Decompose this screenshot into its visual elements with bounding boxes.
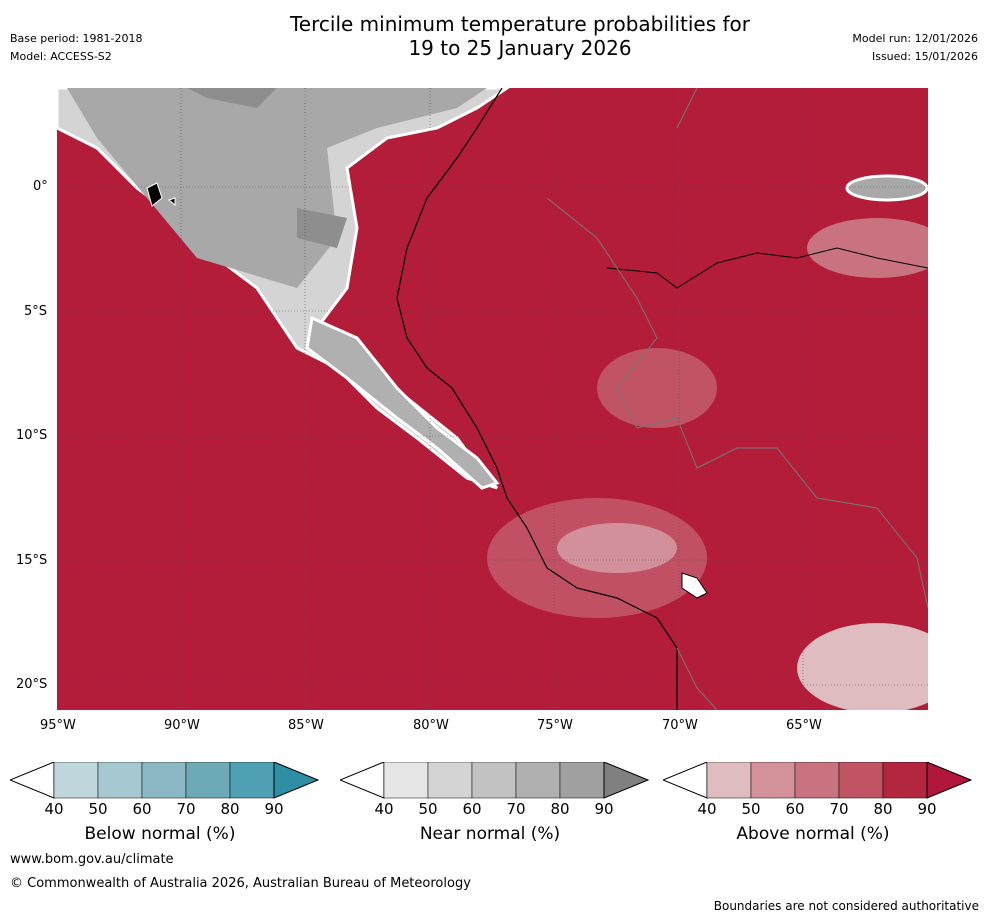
title-line-2: 19 to 25 January 2026	[408, 36, 632, 60]
legend-swatch	[882, 761, 928, 799]
legend-tick: 80	[220, 800, 240, 818]
legend-label: Above normal (%)	[736, 824, 890, 844]
legend-colorbar	[8, 761, 320, 799]
legend-swatch	[427, 761, 473, 799]
website-link[interactable]: www.bom.gov.au/climate	[10, 852, 174, 867]
legend-swatch	[794, 761, 840, 799]
coastal-strip	[305, 315, 500, 490]
above-normal-light-2	[797, 623, 928, 710]
legend-tick: 90	[264, 800, 284, 818]
lon-label: 90°W	[164, 718, 200, 733]
legend-swatch	[515, 761, 561, 799]
legend-under-triangle	[8, 761, 55, 799]
map-canvas	[57, 88, 928, 710]
above-normal-mid-2	[487, 498, 707, 618]
lon-label: 65°W	[786, 718, 822, 733]
legend-tick: 70	[176, 800, 196, 818]
legend-tick: 70	[506, 800, 526, 818]
legend-colorbar	[338, 761, 650, 799]
lon-label: 75°W	[537, 718, 573, 733]
near-normal-core	[67, 88, 487, 288]
legend-swatch	[97, 761, 143, 799]
near-normal-east	[845, 174, 928, 202]
legend-under-triangle	[661, 761, 708, 799]
legend-tick: 90	[917, 800, 937, 818]
legend-tick: 80	[873, 800, 893, 818]
legend-tick: 60	[462, 800, 482, 818]
near-normal-darker	[187, 88, 347, 248]
above-normal-mid-3	[807, 218, 928, 278]
lat-label: 15°S	[16, 553, 48, 568]
lon-label: 95°W	[40, 718, 76, 733]
legend-tick: 60	[785, 800, 805, 818]
legend-tick: 40	[374, 800, 394, 818]
lon-label: 70°W	[662, 718, 698, 733]
legend-swatch	[559, 761, 605, 799]
lat-label: 5°S	[24, 304, 48, 319]
lat-label: 20°S	[16, 677, 48, 692]
issued-date: Issued: 15/01/2026	[871, 50, 978, 63]
model-run: Model run: 12/01/2026	[852, 32, 978, 45]
legend-over-triangle	[926, 761, 973, 799]
legend-over-triangle	[273, 761, 320, 799]
coastline	[396, 88, 678, 710]
legend: 40 50 60 70 80 90 Above normal (%)	[661, 761, 973, 852]
legend-tick: 60	[132, 800, 152, 818]
country-borders	[546, 88, 928, 710]
above-normal-mid-1	[597, 348, 717, 428]
legend-tick: 40	[697, 800, 717, 818]
legend-colorbar	[661, 761, 973, 799]
model-name: Model: ACCESS-S2	[10, 50, 112, 63]
graticule	[57, 88, 928, 710]
probability-map	[57, 88, 928, 710]
legend-tick: 50	[88, 800, 108, 818]
legend-swatch	[838, 761, 884, 799]
legend-tick: 50	[741, 800, 761, 818]
legend-tick: 50	[418, 800, 438, 818]
title-line-1: Tercile minimum temperature probabilitie…	[289, 12, 751, 36]
legend-tick: 90	[594, 800, 614, 818]
base-period: Base period: 1981-2018	[10, 32, 143, 45]
lat-label: 10°S	[16, 428, 48, 443]
legend-tick: 70	[829, 800, 849, 818]
legend-tick: 40	[44, 800, 64, 818]
chart-title: Tercile minimum temperature probabilitie…	[220, 12, 820, 60]
legend-swatch	[229, 761, 275, 799]
galapagos-islands	[146, 182, 176, 207]
legend-tick: 80	[550, 800, 570, 818]
legend-over-triangle	[603, 761, 650, 799]
lon-label: 85°W	[288, 718, 324, 733]
legend-swatch	[706, 761, 752, 799]
legend-label: Near normal (%)	[419, 824, 561, 844]
legend-swatch	[185, 761, 231, 799]
legend-swatch	[53, 761, 99, 799]
lake-titicaca	[681, 572, 708, 599]
lon-label: 80°W	[413, 718, 449, 733]
legend: 40 50 60 70 80 90 Near normal (%)	[338, 761, 650, 852]
legend-swatch	[471, 761, 517, 799]
amazon-river	[606, 247, 928, 289]
legend-under-triangle	[338, 761, 385, 799]
legend-swatch	[750, 761, 796, 799]
legend: 40 50 60 70 80 90 Below normal (%)	[8, 761, 320, 852]
disclaimer: Boundaries are not considered authoritat…	[713, 899, 979, 913]
legend-swatch	[383, 761, 429, 799]
legend-label: Below normal (%)	[84, 824, 236, 844]
legend-swatch	[141, 761, 187, 799]
copyright: © Commonwealth of Australia 2026, Austra…	[10, 876, 471, 891]
lat-label: 0°	[33, 179, 48, 194]
